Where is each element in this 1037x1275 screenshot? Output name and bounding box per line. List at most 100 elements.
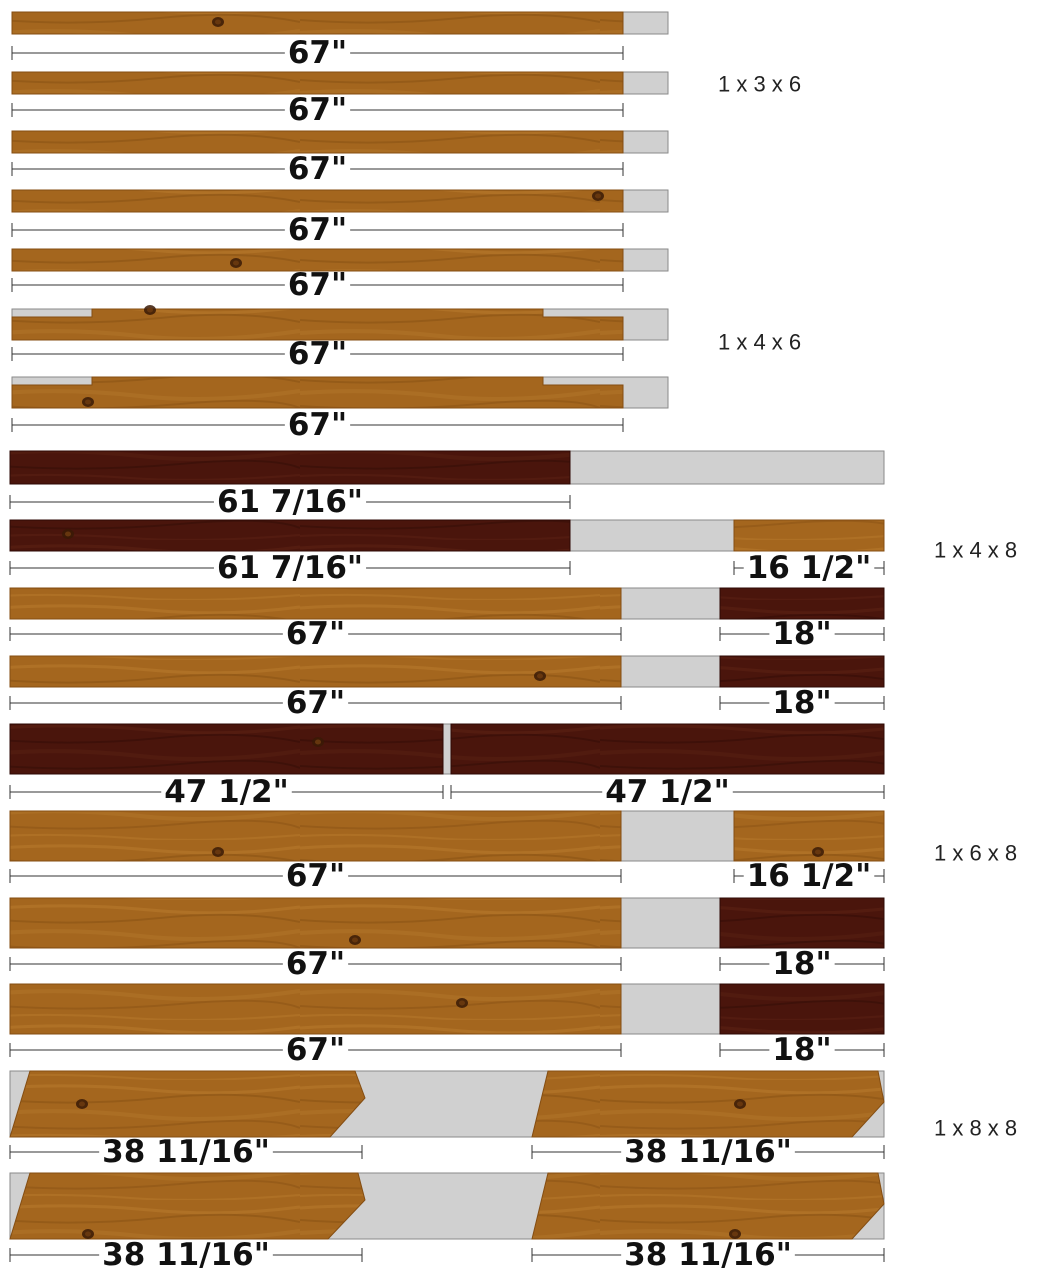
piece-2 (531, 1172, 885, 1240)
piece-1 (9, 655, 622, 688)
piece-1 (11, 376, 624, 409)
board-7: 67" (11, 376, 669, 443)
dimension-label: 67" (288, 267, 347, 303)
board-10: 67" 18" (9, 587, 885, 652)
dimension-label: 67" (286, 616, 345, 652)
piece-1 (11, 308, 624, 341)
piece-1 (11, 11, 624, 35)
dimension-label: 16 1/2" (747, 550, 872, 586)
board-13: 67" 16 1/2" (9, 810, 885, 894)
piece-1 (9, 983, 622, 1035)
dimension-1: 67" (11, 92, 624, 128)
dimension-label: 67" (288, 336, 347, 372)
board-8: 61 7/16" (9, 450, 885, 520)
dimension-1: 38 11/16" (9, 1134, 363, 1170)
piece-2 (733, 519, 885, 552)
dimension-1: 67" (11, 267, 624, 303)
dimension-label: 18" (772, 946, 831, 982)
dimension-label: 67" (286, 858, 345, 894)
piece-2 (531, 1070, 885, 1138)
stock-size-label: 1 x 8 x 8 (934, 1116, 1017, 1141)
dimension-1: 67" (9, 946, 622, 982)
dimension-1: 47 1/2" (9, 774, 444, 810)
dimension-2: 16 1/2" (733, 550, 885, 586)
board-1: 67" (11, 11, 669, 71)
dimension-label: 67" (288, 407, 347, 443)
board-6: 67" (11, 305, 669, 372)
dimension-1: 67" (11, 336, 624, 372)
dimension-1: 67" (9, 858, 622, 894)
dimension-2: 18" (719, 616, 885, 652)
dimension-label: 67" (288, 212, 347, 248)
dimension-label: 18" (772, 1032, 831, 1068)
dimension-1: 67" (11, 151, 624, 187)
piece-1 (11, 71, 624, 95)
dimension-label: 61 7/16" (217, 484, 363, 520)
dimension-label: 67" (286, 946, 345, 982)
dimension-1: 61 7/16" (9, 550, 571, 586)
board-12: 47 1/2" 47 1/2" (9, 723, 885, 810)
dimension-label: 67" (288, 92, 347, 128)
dimension-label: 18" (772, 685, 831, 721)
dimension-label: 61 7/16" (217, 550, 363, 586)
dimension-label: 47 1/2" (605, 774, 730, 810)
piece-1 (9, 897, 622, 949)
stock-size-label: 1 x 6 x 8 (934, 841, 1017, 866)
dimension-label: 67" (286, 685, 345, 721)
dimension-label: 38 11/16" (102, 1237, 270, 1273)
dimension-1: 67" (11, 212, 624, 248)
dimension-label: 38 11/16" (624, 1134, 792, 1170)
stock-size-label: 1 x 4 x 6 (718, 330, 801, 355)
piece-2 (450, 723, 885, 775)
piece-2 (719, 587, 885, 620)
piece-1 (9, 723, 444, 775)
dimension-2: 18" (719, 1032, 885, 1068)
piece-1 (9, 587, 622, 620)
piece-1 (11, 130, 624, 154)
dimension-1: 38 11/16" (9, 1237, 363, 1273)
board-17: 38 11/16" 38 11/16" (9, 1172, 885, 1273)
board-4: 67" (11, 189, 669, 248)
piece-2 (719, 983, 885, 1035)
stock-size-label: 1 x 3 x 6 (718, 72, 801, 97)
piece-2 (733, 810, 885, 862)
dimension-label: 67" (288, 35, 347, 71)
piece-1 (9, 450, 571, 485)
piece-1 (9, 1172, 366, 1240)
dimension-2: 18" (719, 946, 885, 982)
board-2: 67" (11, 71, 669, 128)
dimension-2: 18" (719, 685, 885, 721)
piece-2 (719, 897, 885, 949)
piece-1 (11, 248, 624, 272)
dimension-label: 67" (286, 1032, 345, 1068)
dimension-2: 47 1/2" (450, 774, 885, 810)
dimension-label: 16 1/2" (747, 858, 872, 894)
dimension-1: 67" (9, 1032, 622, 1068)
dimension-1: 67" (9, 616, 622, 652)
dimension-2: 38 11/16" (531, 1134, 885, 1170)
board-14: 67" 18" (9, 897, 885, 982)
board-3: 67" (11, 130, 669, 187)
board-16: 38 11/16" 38 11/16" (9, 1070, 885, 1170)
dimension-label: 38 11/16" (102, 1134, 270, 1170)
piece-1 (9, 1070, 366, 1138)
dimension-label: 47 1/2" (164, 774, 289, 810)
piece-1 (9, 519, 571, 552)
board-15: 67" 18" (9, 983, 885, 1068)
dimension-1: 61 7/16" (9, 484, 571, 520)
dimension-label: 67" (288, 151, 347, 187)
dimension-2: 16 1/2" (733, 858, 885, 894)
board-9: 61 7/16" 16 1/2" (9, 519, 885, 586)
board-11: 67" 18" (9, 655, 885, 721)
board-5: 67" (11, 248, 669, 303)
piece-1 (9, 810, 622, 862)
dimension-1: 67" (11, 407, 624, 443)
piece-2 (719, 655, 885, 688)
piece-1 (11, 189, 624, 213)
dimension-label: 38 11/16" (624, 1237, 792, 1273)
dimension-1: 67" (9, 685, 622, 721)
dimension-1: 67" (11, 35, 624, 71)
stock-size-label: 1 x 4 x 8 (934, 538, 1017, 563)
